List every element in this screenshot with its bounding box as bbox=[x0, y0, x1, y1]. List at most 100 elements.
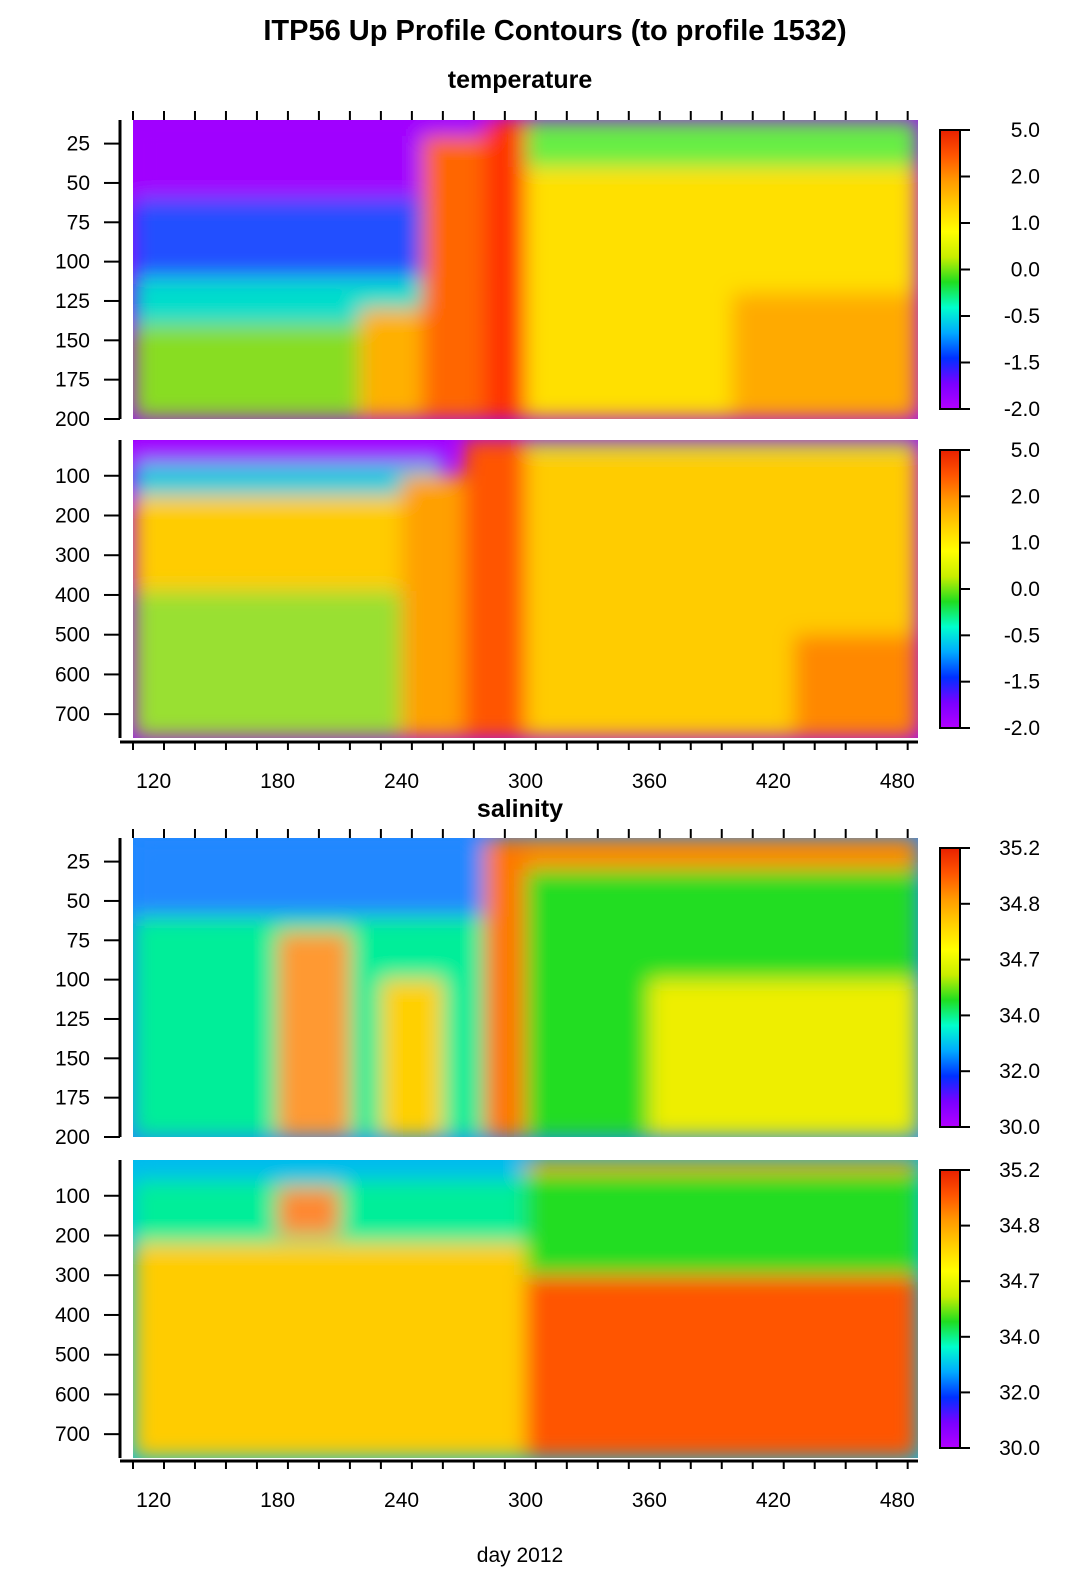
temperature-upper-colorbar-label: 1.0 bbox=[1011, 212, 1040, 235]
temperature-upper-colorbar-label: -2.0 bbox=[1004, 398, 1040, 421]
salinity-lower-colorbar-label: 30.0 bbox=[999, 1437, 1040, 1460]
salinity-lower-colorbar-label: 32.0 bbox=[999, 1381, 1040, 1404]
salinity-upper-y-tick-label: 75 bbox=[67, 929, 90, 952]
salinity-upper-y-tick-label: 25 bbox=[67, 851, 90, 874]
temperature-upper-layer-4 bbox=[360, 308, 423, 419]
salinity-upper-y-tick-label: 125 bbox=[55, 1008, 90, 1031]
salinity-upper-layer-4 bbox=[484, 838, 526, 1137]
temperature-upper-layer-6 bbox=[484, 120, 526, 419]
temperature-lower-x-tick-label: 120 bbox=[136, 770, 171, 793]
temperature-lower-field bbox=[133, 440, 918, 738]
temperature-upper-y-tick-label: 75 bbox=[67, 211, 90, 234]
salinity-upper-colorbar-label: 32.0 bbox=[999, 1060, 1040, 1083]
temperature-title: temperature bbox=[448, 66, 593, 94]
temperature-upper-y-tick-label: 200 bbox=[55, 408, 90, 431]
temperature-lower-layer-3 bbox=[133, 590, 443, 738]
salinity-upper-y-tick-label: 200 bbox=[55, 1126, 90, 1149]
salinity-lower-x-tick-label: 300 bbox=[508, 1489, 543, 1512]
temperature-upper-colorbar-label: 2.0 bbox=[1011, 166, 1040, 189]
salinity-lower-y-tick-label: 300 bbox=[55, 1264, 90, 1287]
temperature-upper-y-tick-label: 100 bbox=[55, 251, 90, 274]
salinity-upper-colorbar-label: 34.7 bbox=[999, 949, 1040, 972]
temperature-lower-colorbar-label: 5.0 bbox=[1011, 439, 1040, 462]
temperature-lower-panel: 100 200 300 400 500 600 700 120 180 240 300 360 420 4… bbox=[55, 439, 1040, 793]
salinity-lower-x-tick-label: 360 bbox=[632, 1489, 667, 1512]
salinity-upper-field bbox=[133, 838, 918, 1137]
figure-title: ITP56 Up Profile Contours (to profile 15… bbox=[263, 15, 846, 47]
temperature-lower-x-tick-label: 180 bbox=[260, 770, 295, 793]
temperature-upper-colorbar-label: -1.5 bbox=[1004, 352, 1040, 375]
salinity-upper-panel: 25 50 75 100 125 150 175 200 35.2 34.8 34.7 34.0 32.… bbox=[55, 829, 1040, 1149]
temperature-lower-x-tick-label: 420 bbox=[756, 770, 791, 793]
salinity-lower-y-tick-label: 700 bbox=[55, 1423, 90, 1446]
temperature-upper-colorbar-label: -0.5 bbox=[1004, 305, 1040, 328]
salinity-lower-colorbar-label: 34.7 bbox=[999, 1270, 1040, 1293]
temperature-lower-y-tick-label: 300 bbox=[55, 544, 90, 567]
salinity-lower-layer-6 bbox=[525, 1275, 918, 1458]
temperature-lower-colorbar bbox=[939, 449, 961, 729]
salinity-upper-y-tick-label: 100 bbox=[55, 969, 90, 992]
salinity-lower-x-tick-label: 480 bbox=[880, 1489, 915, 1512]
salinity-lower-field bbox=[133, 1160, 918, 1458]
temperature-lower-y-tick-label: 100 bbox=[55, 465, 90, 488]
temperature-upper-y-tick-label: 50 bbox=[67, 172, 90, 195]
temperature-lower-y-tick-label: 200 bbox=[55, 504, 90, 527]
temperature-upper-colorbar-label: 0.0 bbox=[1011, 259, 1040, 282]
temperature-upper-y-tick-label: 125 bbox=[55, 290, 90, 313]
salinity-lower-layer-2 bbox=[133, 1243, 526, 1458]
temperature-lower-x-tick-label: 300 bbox=[508, 770, 543, 793]
salinity-lower-layer-4 bbox=[525, 1160, 918, 1172]
temperature-upper-layer-5 bbox=[422, 135, 485, 419]
salinity-lower-colorbar-label: 34.8 bbox=[999, 1215, 1040, 1238]
temperature-lower-colorbar-label: -0.5 bbox=[1004, 624, 1040, 647]
temperature-lower-colorbar-label: -1.5 bbox=[1004, 671, 1040, 694]
salinity-lower-x-tick-label: 420 bbox=[756, 1489, 791, 1512]
salinity-lower-y-tick-label: 400 bbox=[55, 1304, 90, 1327]
salinity-lower-colorbar-label: 35.2 bbox=[999, 1159, 1040, 1182]
temperature-lower-layer-4 bbox=[401, 475, 464, 738]
salinity-upper-colorbar-label: 35.2 bbox=[999, 837, 1040, 860]
salinity-upper-layer-7 bbox=[649, 979, 918, 1137]
salinity-upper-y-tick-label: 50 bbox=[67, 890, 90, 913]
temperature-upper-layer-9 bbox=[732, 293, 918, 419]
salinity-upper-y-tick-label: 175 bbox=[55, 1087, 90, 1110]
temperature-lower-colorbar-label: 1.0 bbox=[1011, 532, 1040, 555]
temperature-upper-colorbar-label: 5.0 bbox=[1011, 119, 1040, 142]
salinity-lower-x-tick-label: 120 bbox=[136, 1489, 171, 1512]
temperature-lower-colorbar-label: 2.0 bbox=[1011, 485, 1040, 508]
salinity-lower-y-tick-label: 600 bbox=[55, 1383, 90, 1406]
temperature-lower-layer-8 bbox=[794, 634, 918, 738]
salinity-lower-layer-5 bbox=[525, 1171, 918, 1276]
temperature-lower-x-tick-label: 360 bbox=[632, 770, 667, 793]
salinity-upper-layer-3 bbox=[380, 979, 443, 1137]
temperature-lower-layer-2 bbox=[133, 495, 443, 595]
temperature-lower-layer-1 bbox=[133, 463, 443, 500]
temperature-upper-colorbar bbox=[939, 129, 961, 410]
temperature-lower-colorbar-label: 0.0 bbox=[1011, 578, 1040, 601]
salinity-upper-y-tick-label: 150 bbox=[55, 1047, 90, 1070]
temperature-upper-y-tick-label: 150 bbox=[55, 329, 90, 352]
salinity-upper-colorbar-label: 34.8 bbox=[999, 893, 1040, 916]
temperature-lower-x-tick-label: 240 bbox=[384, 770, 419, 793]
temperature-lower-layer-5 bbox=[463, 440, 526, 738]
salinity-lower-y-tick-label: 200 bbox=[55, 1224, 90, 1247]
panels-group: 25 50 75 100 125 150 175 200 5.0 2.0 1.0 0.0 -0.5 -1.… bbox=[55, 111, 1040, 1512]
temperature-lower-x-tick-label: 480 bbox=[880, 770, 915, 793]
temperature-upper-field bbox=[133, 120, 918, 419]
temperature-upper-y-tick-label: 175 bbox=[55, 369, 90, 392]
temperature-lower-y-tick-label: 400 bbox=[55, 584, 90, 607]
temperature-lower-y-tick-label: 700 bbox=[55, 703, 90, 726]
salinity-upper-colorbar bbox=[939, 847, 961, 1128]
salinity-lower-colorbar bbox=[939, 1169, 961, 1449]
temperature-lower-colorbar-label: -2.0 bbox=[1004, 717, 1040, 740]
temperature-upper-y-tick-label: 25 bbox=[67, 133, 90, 156]
salinity-lower-layer-0 bbox=[133, 1160, 526, 1184]
salinity-lower-layer-3 bbox=[277, 1187, 340, 1236]
x-axis-label: day 2012 bbox=[477, 1544, 563, 1567]
salinity-lower-colorbar-label: 34.0 bbox=[999, 1326, 1040, 1349]
salinity-lower-y-tick-label: 100 bbox=[55, 1185, 90, 1208]
salinity-lower-y-tick-label: 500 bbox=[55, 1344, 90, 1367]
temperature-lower-layer-0 bbox=[133, 440, 443, 468]
salinity-upper-layer-2 bbox=[277, 932, 350, 1137]
salinity-upper-colorbar-label: 30.0 bbox=[999, 1116, 1040, 1139]
